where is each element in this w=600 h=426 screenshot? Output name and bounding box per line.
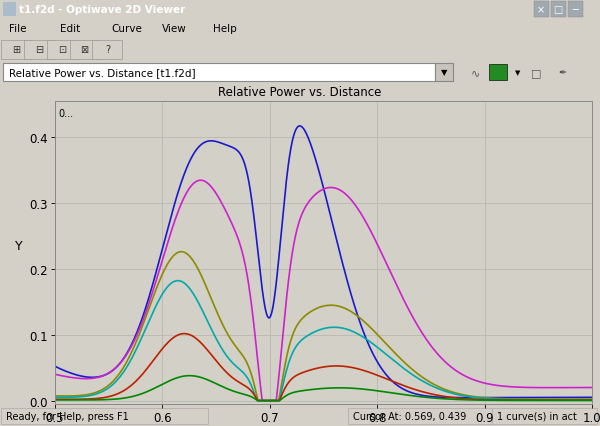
Bar — [489, 65, 507, 81]
FancyBboxPatch shape — [1, 408, 208, 424]
Text: Relative Power vs. Distance: Relative Power vs. Distance — [218, 85, 382, 98]
Text: Ready, for Help, press F1: Ready, for Help, press F1 — [6, 411, 129, 421]
Text: Help: Help — [213, 24, 237, 34]
FancyBboxPatch shape — [1, 40, 31, 60]
Text: ⊠: ⊠ — [80, 45, 89, 55]
FancyBboxPatch shape — [47, 40, 77, 60]
Text: 1 curve(s) in act: 1 curve(s) in act — [497, 411, 577, 421]
FancyBboxPatch shape — [492, 408, 597, 424]
FancyBboxPatch shape — [92, 40, 122, 60]
FancyBboxPatch shape — [348, 408, 492, 424]
Text: View: View — [162, 24, 187, 34]
Text: ⊟: ⊟ — [35, 45, 43, 55]
Text: Edit: Edit — [60, 24, 80, 34]
FancyBboxPatch shape — [435, 63, 453, 82]
Text: t1.f2d - Optiwave 2D Viewer: t1.f2d - Optiwave 2D Viewer — [19, 5, 185, 15]
Text: 0...: 0... — [58, 108, 73, 118]
FancyBboxPatch shape — [24, 40, 54, 60]
Text: □: □ — [531, 68, 542, 78]
Bar — [551, 2, 566, 18]
Text: ∿: ∿ — [471, 68, 481, 78]
Text: ?: ? — [105, 45, 110, 55]
Text: File: File — [9, 24, 26, 34]
Text: ⊡: ⊡ — [58, 45, 66, 55]
FancyBboxPatch shape — [70, 40, 100, 60]
Text: ✒: ✒ — [558, 68, 566, 78]
Text: Cursor At: 0.569, 0.439: Cursor At: 0.569, 0.439 — [353, 411, 466, 421]
Bar — [3, 3, 16, 17]
Text: ▼: ▼ — [515, 70, 520, 76]
Bar — [568, 2, 583, 18]
Text: ⊞: ⊞ — [12, 45, 20, 55]
Y-axis label: Y: Y — [14, 240, 22, 253]
Bar — [534, 2, 549, 18]
Text: Relative Power vs. Distance [t1.f2d]: Relative Power vs. Distance [t1.f2d] — [9, 68, 196, 78]
Text: ─: ─ — [572, 5, 578, 15]
FancyBboxPatch shape — [3, 63, 435, 82]
Text: ×: × — [537, 5, 545, 15]
Text: □: □ — [553, 5, 563, 15]
Text: Curve: Curve — [111, 24, 142, 34]
Text: ▼: ▼ — [441, 68, 447, 77]
